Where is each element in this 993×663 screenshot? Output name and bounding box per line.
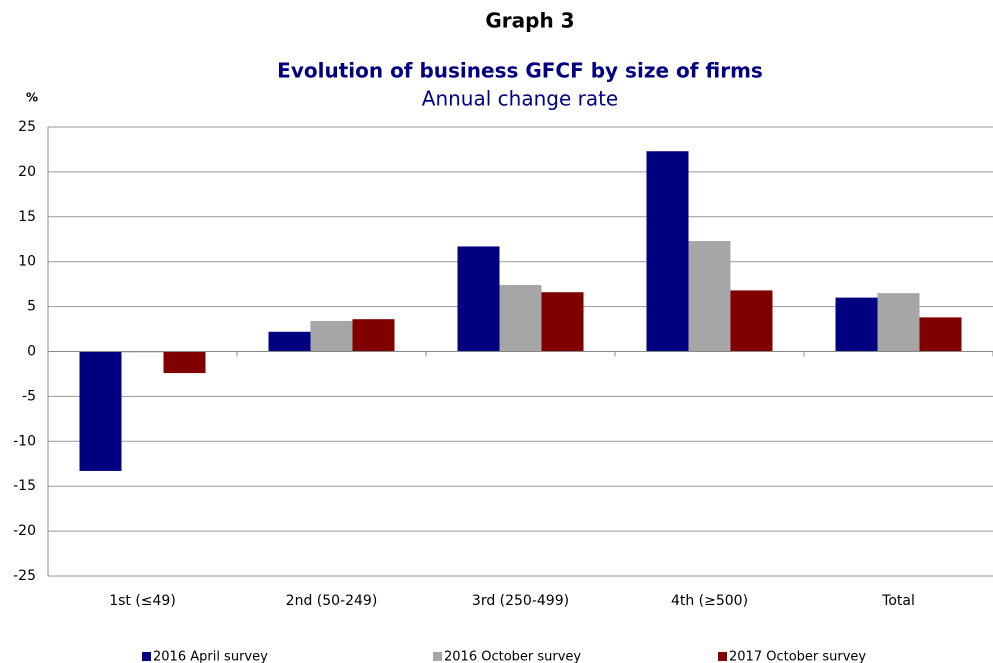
legend-label: 2016 October survey <box>444 650 581 663</box>
bar <box>646 151 689 352</box>
legend-label: 2016 April survey <box>153 650 268 663</box>
bar <box>835 297 878 352</box>
y-tick-label: -5 <box>22 388 36 404</box>
bar <box>919 317 962 352</box>
y-tick-label: 25 <box>18 119 36 135</box>
bar <box>499 285 542 352</box>
y-tick-label: 20 <box>18 164 36 180</box>
bar <box>268 331 311 352</box>
y-tick-label: -15 <box>13 478 36 494</box>
bar <box>877 293 920 352</box>
y-tick-label: 5 <box>27 299 36 315</box>
bar <box>310 320 353 352</box>
y-tick-label: 0 <box>27 344 36 360</box>
chart-title: Graph 3 <box>485 9 574 33</box>
bar <box>163 351 206 374</box>
x-tick-label: Total <box>881 593 915 609</box>
bar <box>541 292 584 352</box>
bar <box>688 241 731 352</box>
x-tick-label: 2nd (50-249) <box>286 593 378 609</box>
legend-swatch <box>718 652 727 661</box>
legend-swatch <box>433 652 442 661</box>
y-tick-label: -10 <box>13 433 36 449</box>
bar <box>352 319 395 352</box>
y-tick-label: -20 <box>13 523 36 539</box>
y-axis-label: % <box>26 91 38 105</box>
y-tick-label: 10 <box>18 254 36 270</box>
bar <box>730 290 773 352</box>
y-tick-label: -25 <box>13 568 36 584</box>
x-tick-label: 1st (≤49) <box>109 593 176 609</box>
chart-subtitle: Evolution of business GFCF by size of fi… <box>277 59 763 83</box>
x-tick-label: 3rd (250-499) <box>472 593 569 609</box>
x-tick-label: 4th (≥500) <box>671 593 748 609</box>
bar <box>457 246 500 352</box>
legend-label: 2017 October survey <box>729 650 866 663</box>
bar <box>79 351 122 471</box>
legend-swatch <box>142 652 151 661</box>
y-tick-label: 15 <box>18 209 36 225</box>
chart-caption: Annual change rate <box>422 87 618 111</box>
